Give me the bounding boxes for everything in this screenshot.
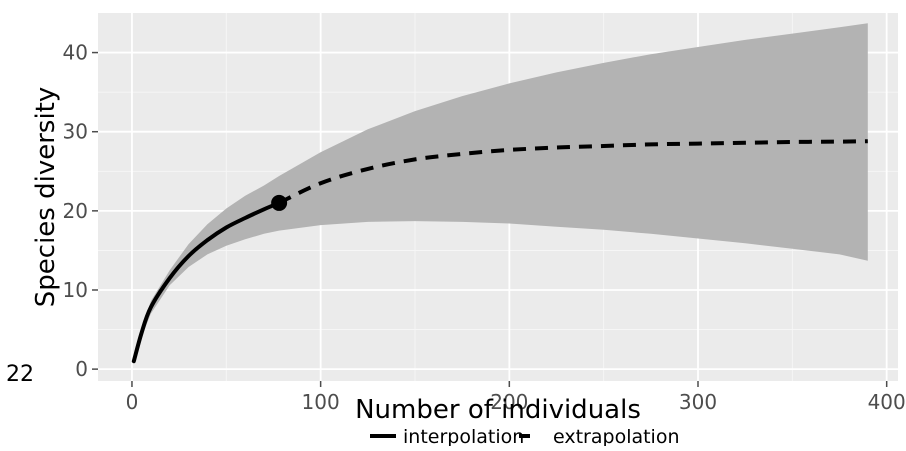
x-tick-label: 200 xyxy=(490,390,528,414)
y-tick-label: 0 xyxy=(75,357,88,381)
y-tick-label: 40 xyxy=(63,41,88,65)
y-axis-title: Species diversity xyxy=(31,87,61,307)
legend-label-extrapolation: extrapolation xyxy=(553,426,680,446)
y-tick-label: 20 xyxy=(63,199,88,223)
extrapolation-line xyxy=(278,139,868,205)
confidence-band xyxy=(133,23,868,362)
x-axis-ticks: 0 100 200 300 400 xyxy=(126,381,906,414)
x-tick-label: 400 xyxy=(868,390,906,414)
x-tick-label: 300 xyxy=(679,390,717,414)
stray-page-label: 22 xyxy=(6,362,34,387)
interpolation-line xyxy=(131,200,282,364)
legend-label-interpolation: interpolation xyxy=(403,426,524,446)
legend: interpolation extrapolation xyxy=(370,426,680,448)
observed-point xyxy=(271,194,288,211)
y-tick-label: 30 xyxy=(63,120,88,144)
y-axis-ticks: 0 10 20 30 40 xyxy=(63,41,98,381)
x-axis-title: Number of individuals xyxy=(355,395,641,425)
y-tick-label: 10 xyxy=(63,278,88,302)
x-tick-label: 0 xyxy=(126,390,139,414)
x-tick-label: 100 xyxy=(302,390,340,414)
